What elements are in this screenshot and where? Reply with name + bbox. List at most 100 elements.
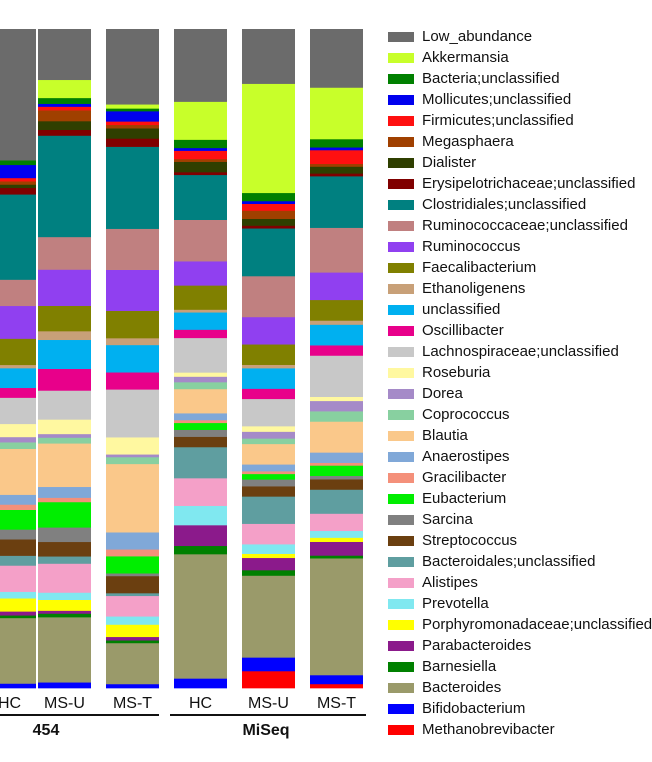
- bar-segment-erysipelotrichaceae-unclassified-3: [174, 171, 227, 176]
- bar-segment-prevotella-3: [174, 505, 227, 526]
- legend-item: Bifidobacterium: [388, 698, 652, 719]
- legend-item: Dialister: [388, 152, 652, 173]
- bar-segment-oscillibacter-4: [242, 388, 295, 400]
- legend-item: Ruminococcaceae;unclassified: [388, 215, 652, 236]
- legend-label: Faecalibacterium: [422, 259, 537, 276]
- bar-segment-anaerostipes-4: [242, 464, 295, 472]
- legend-label: Erysipelotrichaceae;unclassified: [422, 175, 636, 192]
- bar-segment-akkermansia-2: [106, 104, 159, 109]
- bar-segment-unclassified-2: [106, 344, 159, 373]
- bar-segment-erysipelotrichaceae-unclassified-4: [242, 225, 295, 229]
- bar-segment-firmicutes-unclassified-4: [242, 203, 295, 211]
- bar-segment-bifidobacterium-4: [242, 657, 295, 672]
- legend-item: Methanobrevibacter: [388, 719, 652, 740]
- bar-segment-low-abundance-0: [0, 29, 36, 161]
- legend-item: unclassified: [388, 299, 652, 320]
- legend-swatch: [388, 283, 414, 294]
- group-label: 454: [33, 722, 60, 739]
- legend-swatch: [388, 262, 414, 273]
- legend-item: Lachnospiraceae;unclassified: [388, 341, 652, 362]
- legend-label: Firmicutes;unclassified: [422, 112, 574, 129]
- bar-segment-eubacterium-3: [174, 422, 227, 430]
- legend-item: Parabacteroides: [388, 635, 652, 656]
- bar-segment-bacteroidales-unclassified-3: [174, 446, 227, 479]
- legend-label: Parabacteroides: [422, 637, 532, 654]
- stacked-bar-chart: HC MS-U MS-T HC MS-U MS-T 454 MiSeq: [0, 29, 366, 739]
- bar-segment-parabacteroides-5: [310, 541, 363, 556]
- bar-segment-streptococcus-5: [310, 479, 363, 490]
- bar-segment-anaerostipes-0: [0, 494, 36, 505]
- bar-segment-coprococcus-0: [0, 442, 36, 450]
- bar-segment-mollicutes-unclassified-3: [174, 147, 227, 151]
- legend-label: Anaerostipes: [422, 448, 510, 465]
- bar-segment-dorea-4: [242, 431, 295, 439]
- legend-item: Mollicutes;unclassified: [388, 89, 652, 110]
- bar-segment-oscillibacter-1: [38, 368, 91, 391]
- legend-swatch: [388, 94, 414, 105]
- bar-segment-coprococcus-4: [242, 438, 295, 445]
- bar-segment-clostridiales-unclassified-0: [0, 194, 36, 280]
- bar-segment-lachnospiraceae-unclassified-5: [310, 355, 363, 397]
- bar-segment-dialister-3: [174, 161, 227, 173]
- bar-segment-bacteroides-5: [310, 558, 363, 676]
- legend-label: Bifidobacterium: [422, 700, 526, 717]
- legend-label: Barnesiella: [422, 658, 497, 675]
- legend-swatch: [388, 661, 414, 672]
- bar-segment-roseburia-3: [174, 372, 227, 377]
- legend-swatch: [388, 136, 414, 147]
- x-tick-label: MS-T: [113, 695, 152, 712]
- bar-segment-bacteroidales-unclassified-1: [38, 556, 91, 564]
- bar-segment-faecalibacterium-3: [174, 285, 227, 310]
- bar-segment-akkermansia-5: [310, 87, 363, 140]
- bar-segment-bacteria-unclassified-5: [310, 138, 363, 148]
- x-tick-label: MS-T: [317, 695, 356, 712]
- group-label: MiSeq: [242, 722, 289, 739]
- bar-segment-akkermansia-3: [174, 101, 227, 140]
- bar-segment-ethanoligenens-2: [106, 337, 159, 346]
- bar-segment-low-abundance-3: [174, 29, 227, 102]
- bar-segment-erysipelotrichaceae-unclassified-5: [310, 173, 363, 177]
- bar-segment-prevotella-5: [310, 530, 363, 538]
- bar-segment-anaerostipes-2: [106, 532, 159, 550]
- legend-swatch: [388, 472, 414, 483]
- bar-segment-low-abundance-2: [106, 29, 159, 105]
- bar-segment-ruminococcus-4: [242, 316, 295, 345]
- bar-segment-bacteria-unclassified-0: [0, 160, 36, 166]
- legend-item: Sarcina: [388, 509, 652, 530]
- bar-segment-methanobrevibacter-5: [310, 683, 363, 689]
- bar-segment-unclassified-1: [38, 339, 91, 369]
- legend-swatch: [388, 115, 414, 126]
- bar-segment-bifidobacterium-2: [106, 683, 159, 689]
- bar-segment-dialister-4: [242, 218, 295, 226]
- legend-label: Coprococcus: [422, 406, 510, 423]
- legend-swatch: [388, 220, 414, 231]
- legend-item: Blautia: [388, 425, 652, 446]
- bars-layer: [0, 29, 363, 689]
- bar-segment-low-abundance-4: [242, 29, 295, 84]
- legend-label: Bacteroidales;unclassified: [422, 553, 596, 570]
- bar-segment-erysipelotrichaceae-unclassified-0: [0, 187, 36, 195]
- bar-segment-dorea-2: [106, 454, 159, 458]
- bar-segment-mollicutes-unclassified-2: [106, 111, 159, 122]
- bar-segment-lachnospiraceae-unclassified-4: [242, 398, 295, 427]
- legend-swatch: [388, 577, 414, 588]
- bar-segment-blautia-3: [174, 388, 227, 414]
- legend-swatch: [388, 598, 414, 609]
- bar-segment-barnesiella-0: [0, 615, 36, 619]
- bar-segment-dorea-0: [0, 436, 36, 443]
- bar-segment-anaerostipes-3: [174, 413, 227, 421]
- legend-item: Barnesiella: [388, 656, 652, 677]
- legend-label: Prevotella: [422, 595, 489, 612]
- bar-segment-clostridiales-unclassified-5: [310, 176, 363, 228]
- legend-swatch: [388, 178, 414, 189]
- bar-segment-coprococcus-3: [174, 381, 227, 390]
- bar-segment-oscillibacter-2: [106, 372, 159, 390]
- bar-segment-parabacteroides-4: [242, 557, 295, 571]
- bar-segment-porphyromonadaceae-unclassified-1: [38, 599, 91, 611]
- bar-segment-lachnospiraceae-unclassified-3: [174, 337, 227, 373]
- legend-item: Akkermansia: [388, 47, 652, 68]
- bar-segment-coprococcus-2: [106, 456, 159, 465]
- legend-label: Alistipes: [422, 574, 478, 591]
- bar-segment-coprococcus-5: [310, 411, 363, 422]
- legend-swatch: [388, 430, 414, 441]
